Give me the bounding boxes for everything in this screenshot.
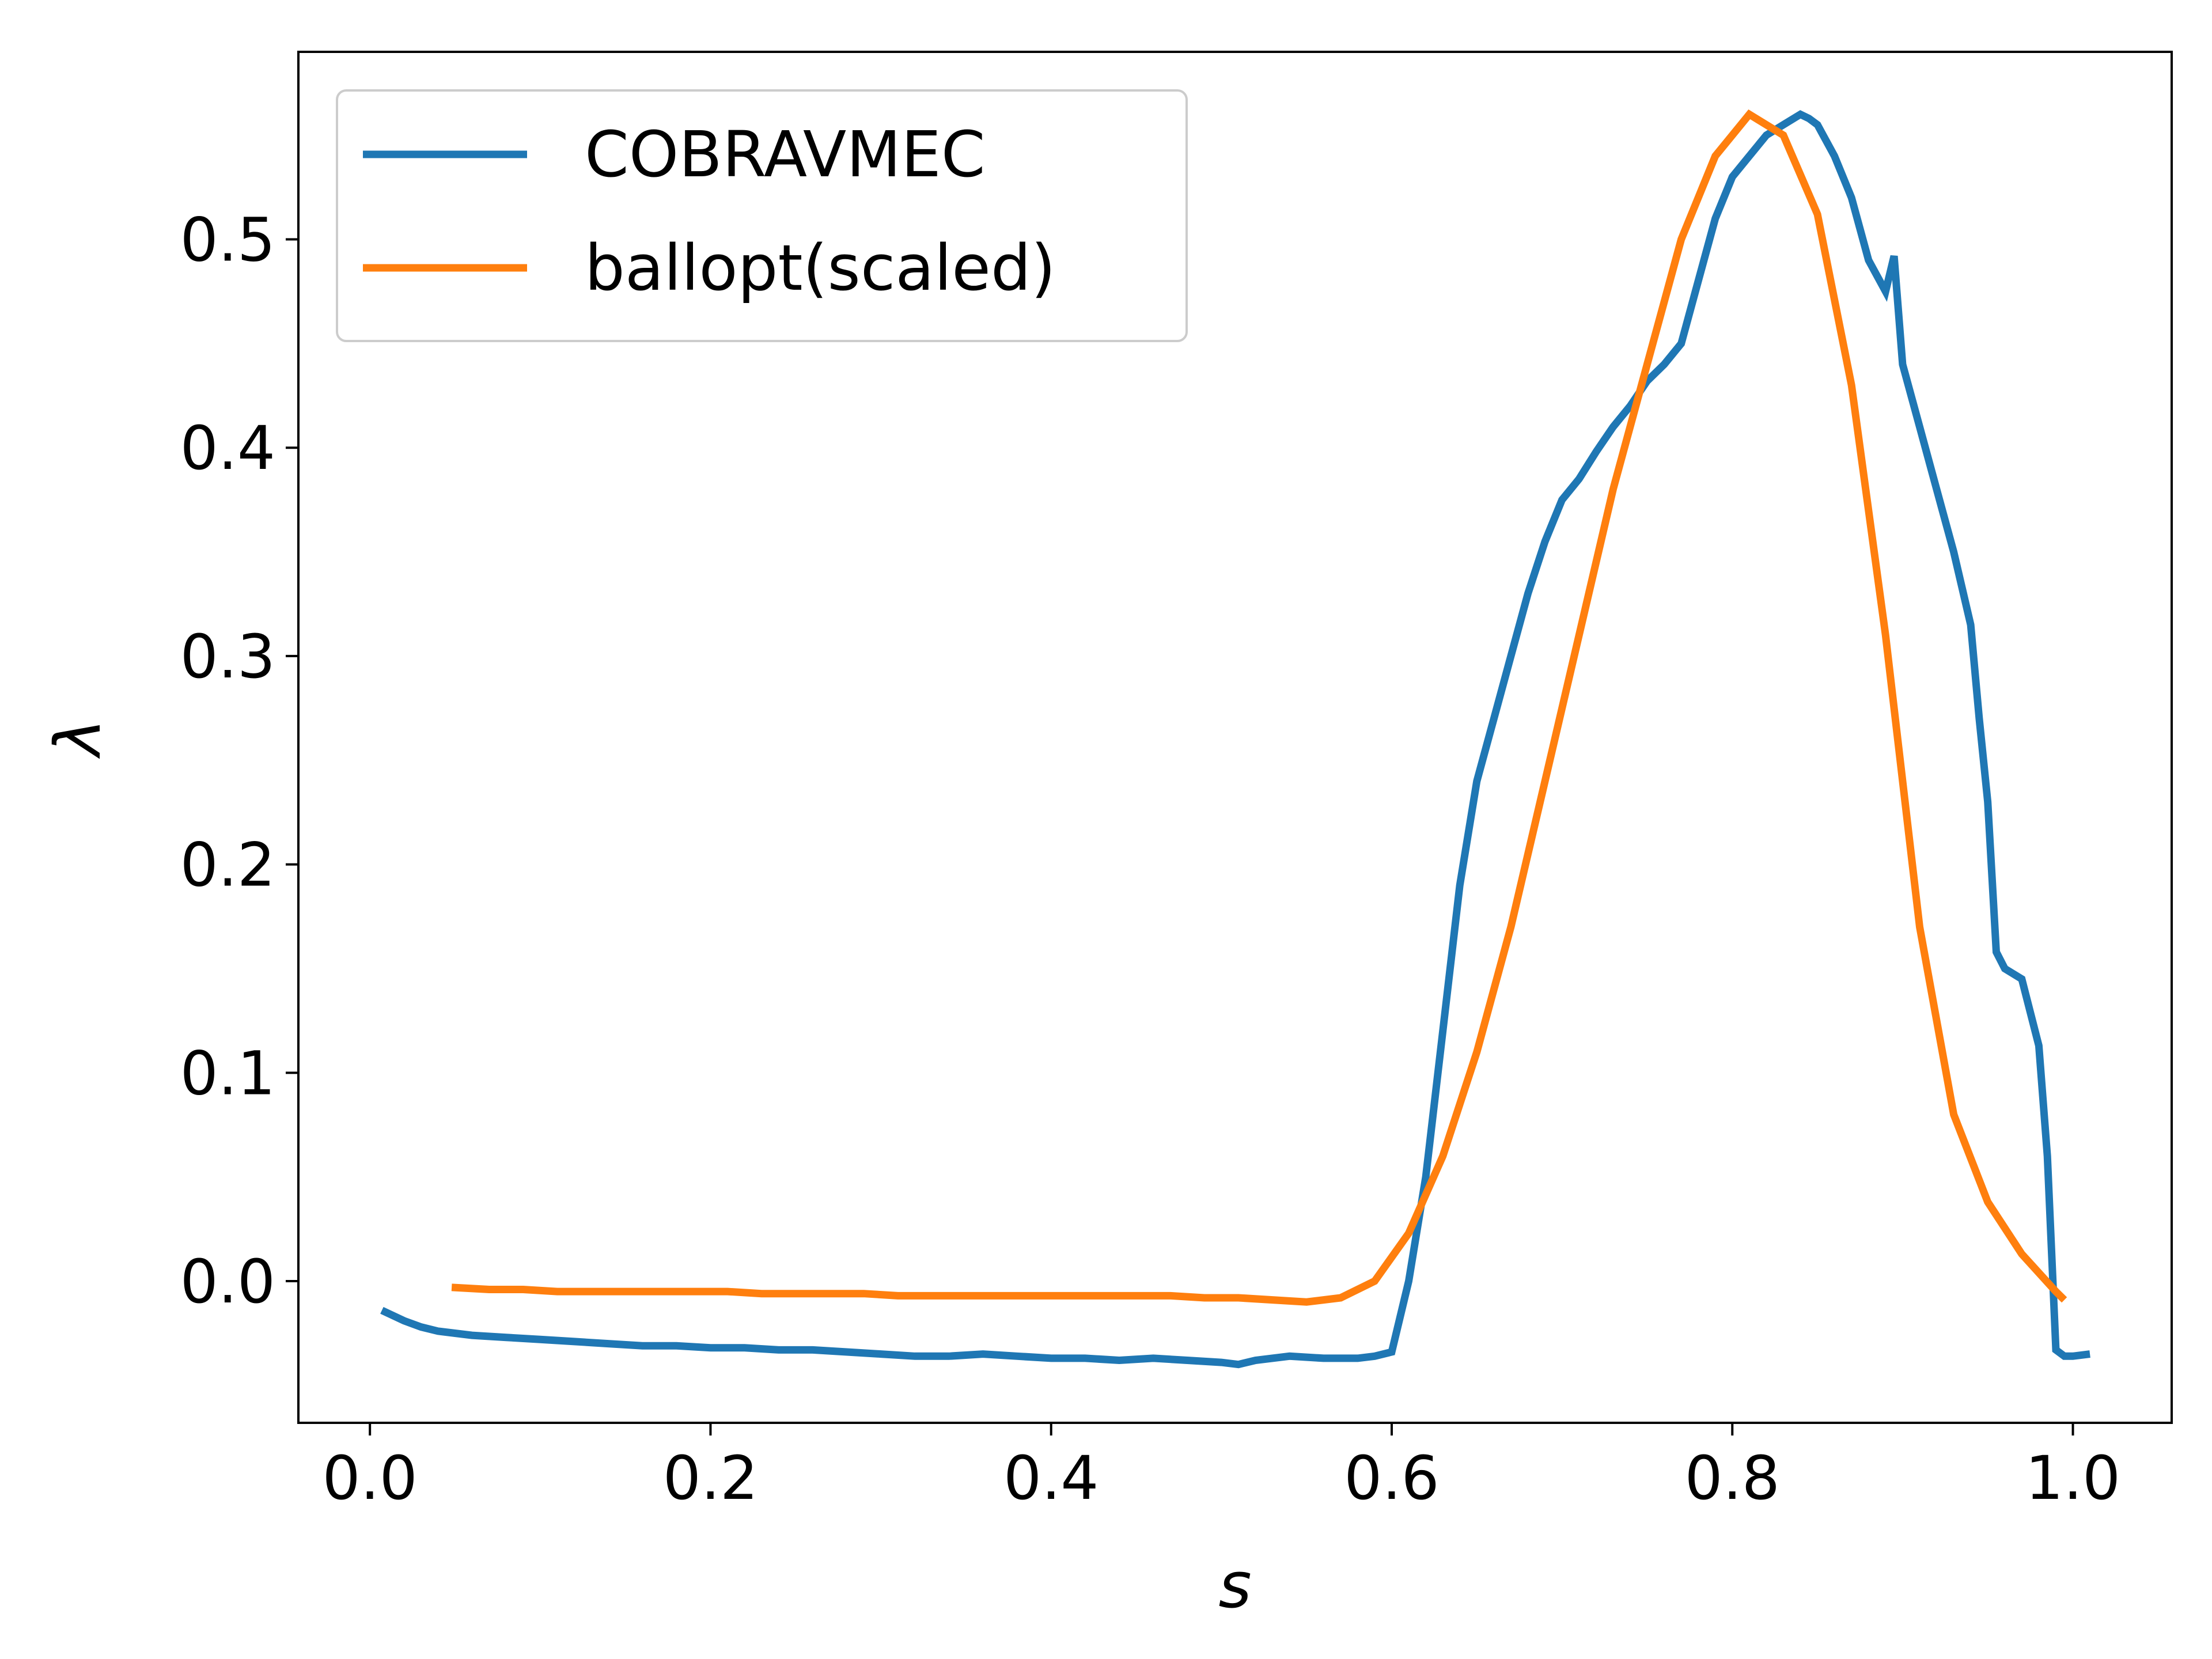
x-axis: 0.0 0.2 0.4 0.6 0.8 1.0 xyxy=(322,1423,2120,1513)
y-axis-label: λ xyxy=(41,718,115,759)
x-tick-label: 1.0 xyxy=(2025,1443,2120,1513)
legend-box xyxy=(336,89,1188,342)
x-tick-label: 0.0 xyxy=(322,1443,417,1513)
legend-entry-label: COBRAVMEC xyxy=(585,118,986,191)
x-tick-label: 0.8 xyxy=(1685,1443,1780,1513)
series-line-ballopt xyxy=(451,109,2067,1306)
x-tick-label: 0.6 xyxy=(1344,1443,1439,1513)
x-axis-label: s xyxy=(1218,1548,1251,1622)
plot-frame xyxy=(297,51,2173,1424)
y-tick-label: 0.3 xyxy=(180,622,275,692)
x-tick-label: 0.4 xyxy=(1003,1443,1099,1513)
y-tick-label: 0.4 xyxy=(180,413,275,483)
y-tick-label: 0.0 xyxy=(180,1247,275,1317)
series-line-cobravmec xyxy=(380,110,2090,1369)
legend: COBRAVMEC ballopt(scaled) xyxy=(336,89,1188,342)
y-tick-label: 0.1 xyxy=(180,1038,275,1108)
y-tick-label: 0.2 xyxy=(180,830,275,900)
y-axis: 0.0 0.1 0.2 0.3 0.4 0.5 xyxy=(180,205,298,1317)
y-tick-label: 0.5 xyxy=(180,205,275,275)
legend-entry-label: ballopt(scaled) xyxy=(585,231,1056,305)
x-tick-label: 0.2 xyxy=(663,1443,758,1513)
series-layer xyxy=(380,109,2090,1369)
